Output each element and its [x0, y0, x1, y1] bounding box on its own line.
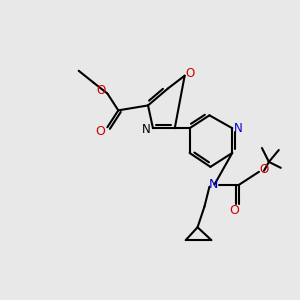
- Text: O: O: [185, 67, 194, 80]
- Text: O: O: [229, 204, 239, 217]
- Text: O: O: [95, 125, 105, 138]
- Text: O: O: [97, 84, 106, 97]
- Text: O: O: [259, 163, 268, 176]
- Text: N: N: [142, 123, 150, 136]
- Text: N: N: [234, 122, 243, 135]
- Text: N: N: [209, 178, 218, 191]
